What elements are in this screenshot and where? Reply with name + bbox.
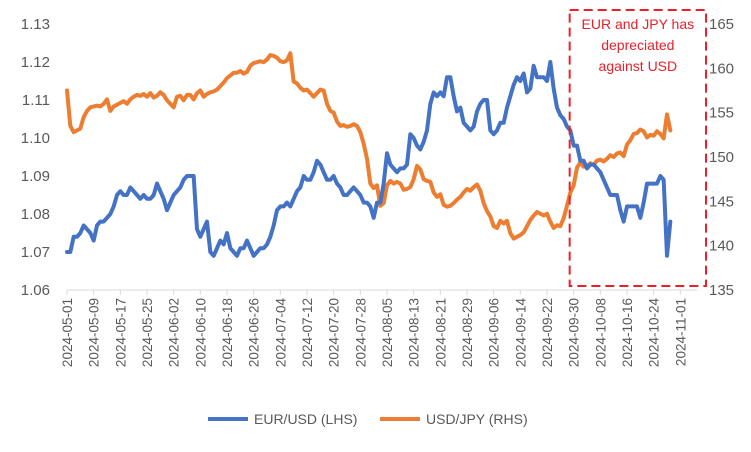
x-tick-label: 2024-11-01 <box>673 298 688 366</box>
x-tick-label: 2024-10-08 <box>593 298 608 367</box>
x-tick-label: 2024-05-17 <box>113 298 128 367</box>
annotation-line-3: against USD <box>599 58 678 74</box>
x-tick-label: 2024-06-10 <box>193 298 208 367</box>
y-left-tick-label: 1.06 <box>21 282 50 299</box>
series-group <box>65 51 673 258</box>
x-tick-label: 2024-08-21 <box>433 298 448 367</box>
x-tick-label: 2024-08-29 <box>460 298 475 367</box>
x-tick-label: 2024-08-05 <box>380 298 395 367</box>
annotation-box: EUR and JPY has depreciated against USD <box>568 9 708 287</box>
annotation-line-2: depreciated <box>601 37 674 53</box>
y-right-tick-label: 140 <box>709 238 734 255</box>
y-right-tick-label: 145 <box>709 193 734 210</box>
y-right-tick-label: 135 <box>709 282 734 299</box>
x-tick-label: 2024-05-25 <box>140 298 155 367</box>
annotation-line-1: EUR and JPY has <box>582 16 695 32</box>
y-left-tick-label: 1.10 <box>21 130 50 147</box>
x-tick-label: 2024-06-02 <box>167 298 182 367</box>
y-left-tick-label: 1.08 <box>21 206 50 223</box>
y-left-tick-label: 1.09 <box>21 168 50 185</box>
x-tick-label: 2024-09-30 <box>567 298 582 367</box>
x-tick-label: 2024-10-24 <box>647 298 662 368</box>
x-tick-label: 2024-05-01 <box>60 298 75 367</box>
y-right-tick-label: 155 <box>709 105 734 122</box>
legend: EUR/USD (LHS) USD/JPY (RHS) <box>208 411 528 427</box>
x-tick-label: 2024-07-04 <box>273 298 288 368</box>
x-tick-label: 2024-05-09 <box>87 298 102 367</box>
y-axis-right: 135 140 145 150 155 160 165 <box>709 16 734 299</box>
x-tick-label: 2024-06-26 <box>247 298 262 367</box>
x-tick-label: 2024-07-28 <box>353 298 368 367</box>
x-tick-label: 2024-07-20 <box>327 298 342 367</box>
y-right-tick-label: 160 <box>709 60 734 77</box>
y-left-tick-label: 1.11 <box>22 92 50 109</box>
x-tick-label: 2024-09-14 <box>513 298 528 368</box>
y-left-tick-label: 1.12 <box>21 54 50 71</box>
legend-label-usdjpy: USD/JPY (RHS) <box>426 411 528 427</box>
y-left-tick-label: 1.07 <box>21 244 50 261</box>
y-right-tick-label: 165 <box>709 16 734 33</box>
x-tick-label: 2024-09-06 <box>487 298 502 367</box>
y-right-tick-label: 150 <box>709 149 734 166</box>
x-tick-label: 2024-08-13 <box>407 298 422 367</box>
x-axis: 2024-05-01 2024-05-09 2024-05-17 2024-05-25… <box>60 290 688 367</box>
x-tick-label: 2024-07-12 <box>300 298 315 367</box>
x-tick-label: 2024-09-22 <box>540 298 555 367</box>
legend-label-eurusd: EUR/USD (LHS) <box>254 411 357 427</box>
x-tick-label: 2024-10-16 <box>620 298 635 367</box>
annotation-dashed-rect <box>568 9 708 287</box>
series-line-usdjpy <box>65 51 673 241</box>
y-axis-left: 1.06 1.07 1.08 1.09 1.10 1.11 1.12 1.13 <box>21 16 50 299</box>
x-tick-label: 2024-06-18 <box>220 298 235 367</box>
y-left-tick-label: 1.13 <box>21 16 50 33</box>
